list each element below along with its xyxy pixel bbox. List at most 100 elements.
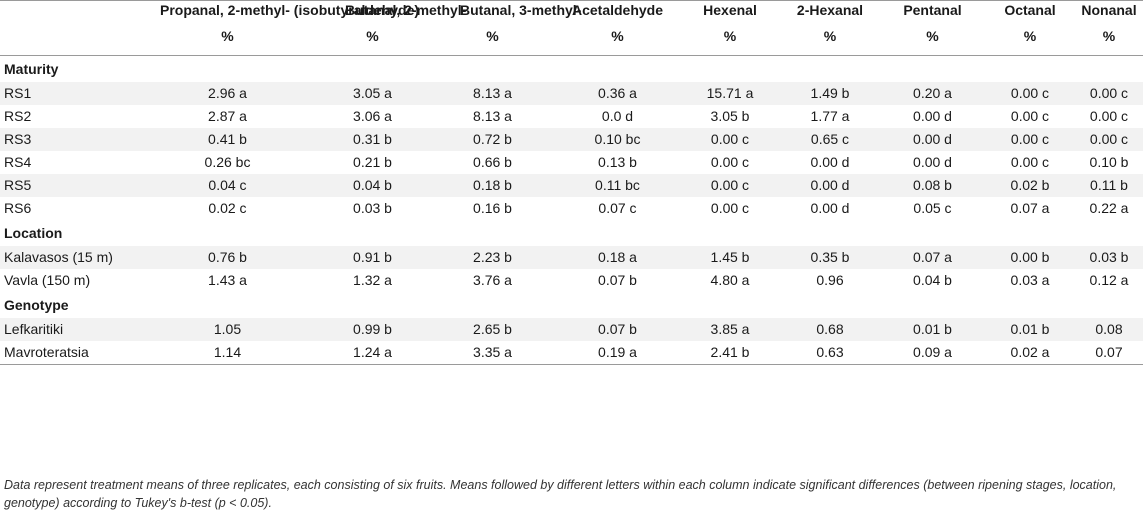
table-cell: 1.32 a <box>353 272 392 288</box>
table-cell: 0.00 d <box>810 200 850 216</box>
table-cell: 8.13 a <box>473 108 512 124</box>
unit-label: % <box>680 20 780 56</box>
table-row: RS5 0.04 c 0.04 b 0.18 b 0.11 bc 0.00 c 0.00 d… <box>0 174 1143 197</box>
table-cell: 1.77 a <box>810 108 850 124</box>
row-label: RS6 <box>4 200 32 216</box>
section-title: Maturity <box>4 61 59 77</box>
table-row: RS4 0.26 bc 0.21 b 0.66 b 0.13 b 0.00 c 0.00 d… <box>0 151 1143 174</box>
section-title: Genotype <box>4 297 69 313</box>
table-cell: 0.18 a <box>555 246 680 269</box>
unit-label: % <box>430 20 555 56</box>
table-cell: 0.99 b <box>315 318 430 341</box>
table-cell: 0.10 bc <box>555 128 680 151</box>
table-body: Maturity RS1 2.96 a 3.05 a 8.13 a 0.36 a 15.71… <box>0 56 1143 365</box>
section-row: Maturity <box>0 56 1143 83</box>
column-header: Butanal, 3-methyl- <box>460 2 582 18</box>
table-cell: 0.02 a <box>985 341 1075 365</box>
table-cell: 0.07 a <box>880 246 985 269</box>
section-row: Location <box>0 220 1143 246</box>
table-cell: 0.76 b <box>140 246 315 269</box>
table-cell: 0.18 b <box>430 174 555 197</box>
table-cell: 1.45 b <box>680 246 780 269</box>
row-label: Vavla (150 m) <box>4 272 91 288</box>
column-header: Hexenal <box>703 2 757 18</box>
column-header: Butanal, 2-methyl- <box>345 2 467 18</box>
column-header: Pentanal <box>903 2 962 18</box>
table-cell: 0.00 b <box>985 246 1075 269</box>
table-cell: 0.08 <box>1075 318 1143 341</box>
table-cell: 0.63 <box>780 341 880 365</box>
table-cell: 0.72 b <box>430 128 555 151</box>
table-cell: 0.00 c <box>680 174 780 197</box>
table-cell: 2.96 a <box>140 82 315 105</box>
table-cell: 0.03 a <box>1010 272 1050 288</box>
column-header: Nonanal <box>1081 2 1137 18</box>
table-cell: 2.65 b <box>430 318 555 341</box>
table-cell: 0.22 a <box>1089 200 1129 216</box>
table-cell: 0.00 c <box>985 82 1075 105</box>
table-cell: 0.36 a <box>555 82 680 105</box>
table-cell: 0.19 a <box>555 341 680 365</box>
unit-label: % <box>1075 20 1143 56</box>
table-cell: 0.16 b <box>473 200 512 216</box>
table-cell: 3.06 a <box>353 108 392 124</box>
table-cell: 8.13 a <box>430 82 555 105</box>
header-empty <box>0 1 140 21</box>
table-cell: 0.00 d <box>810 154 850 170</box>
table-cell: 0.11 b <box>1075 174 1143 197</box>
table-cell: 0.00 d <box>780 174 880 197</box>
table-cell: 3.05 a <box>315 82 430 105</box>
table-cell: 15.71 a <box>680 82 780 105</box>
table-cell: 0.09 a <box>880 341 985 365</box>
row-label: Lefkaritiki <box>0 318 140 341</box>
table-cell: 0.05 c <box>913 200 952 216</box>
table-cell: 0.08 b <box>880 174 985 197</box>
table-cell: 2.87 a <box>208 108 247 124</box>
table-cell: 0.21 b <box>353 154 392 170</box>
table-cell: 0.00 c <box>1089 108 1129 124</box>
column-header: 2-Hexanal <box>796 2 864 18</box>
row-label: RS5 <box>0 174 140 197</box>
row-label: RS2 <box>4 108 32 124</box>
table-cell: 0.66 b <box>473 154 512 170</box>
table-cell: 0.00 c <box>710 200 750 216</box>
section-title: Location <box>4 225 63 241</box>
table-cell: 0.12 a <box>1089 272 1129 288</box>
table-cell: 0.11 bc <box>555 174 680 197</box>
unit-label: % <box>985 20 1075 56</box>
table-cell: 3.35 a <box>430 341 555 365</box>
row-label: Kalavasos (15 m) <box>0 246 140 269</box>
table-cell: 1.05 <box>140 318 315 341</box>
table-cell: 3.05 b <box>710 108 750 124</box>
table-cell: 0.00 c <box>1010 108 1050 124</box>
section-row: Genotype <box>0 292 1143 318</box>
table-cell: 0.01 b <box>985 318 1075 341</box>
table-cell: 0.00 c <box>1010 154 1050 170</box>
table-cell: 0.07 c <box>598 200 637 216</box>
table-cell: 0.07 b <box>555 318 680 341</box>
table-cell: 0.03 b <box>353 200 392 216</box>
table-cell: 0.31 b <box>315 128 430 151</box>
table-cell: 3.76 a <box>473 272 512 288</box>
column-header: Propanal, 2-methyl- (isobutyraldehyde) <box>160 2 420 18</box>
table-cell: 0.02 b <box>985 174 1075 197</box>
column-header: Acetaldehyde <box>571 2 664 18</box>
table-row: RS1 2.96 a 3.05 a 8.13 a 0.36 a 15.71 a 1.49 b… <box>0 82 1143 105</box>
unit-label: % <box>315 20 430 56</box>
unit-label: % <box>780 20 880 56</box>
unit-empty <box>0 20 140 56</box>
table-cell: 0.00 d <box>880 128 985 151</box>
table-cell: 0.10 b <box>1089 154 1129 170</box>
table-cell: 0.35 b <box>780 246 880 269</box>
table-cell: 0.20 a <box>880 82 985 105</box>
units-row: % % % % % % % % % <box>0 20 1143 56</box>
table-cell: 0.03 b <box>1075 246 1143 269</box>
table-cell: 0.01 b <box>880 318 985 341</box>
table-cell: 2.41 b <box>680 341 780 365</box>
table-cell: 3.85 a <box>680 318 780 341</box>
row-label: RS1 <box>0 82 140 105</box>
table-cell: 0.00 d <box>913 108 952 124</box>
row-label: Mavroteratsia <box>0 341 140 365</box>
table-footnote: Data represent treatment means of three … <box>4 478 1117 510</box>
table-cell: 0.00 d <box>913 154 952 170</box>
